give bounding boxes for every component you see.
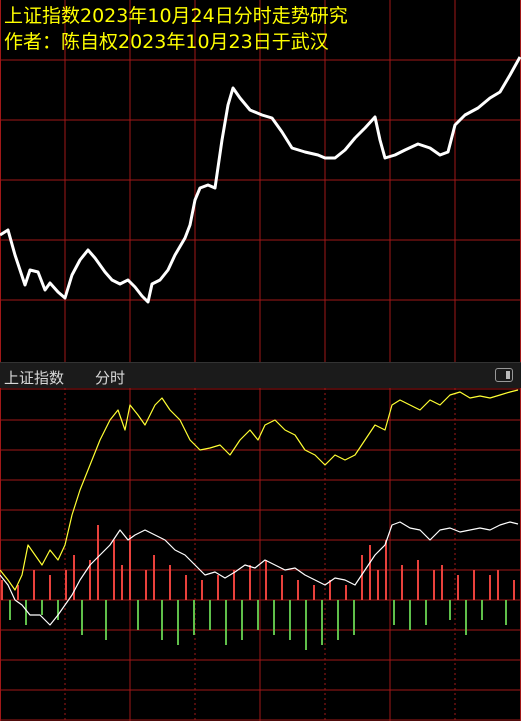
down-bar	[9, 600, 11, 620]
up-bar	[385, 540, 387, 600]
up-bar	[377, 570, 379, 600]
up-bar	[433, 570, 435, 600]
down-bar	[505, 600, 507, 625]
up-bar	[89, 560, 91, 600]
down-bar	[177, 600, 179, 645]
up-bar	[457, 575, 459, 600]
up-bar	[217, 575, 219, 600]
down-bar	[225, 600, 227, 645]
down-bar	[353, 600, 355, 635]
up-bar	[129, 535, 131, 600]
up-bar	[1, 580, 3, 600]
up-bar	[233, 570, 235, 600]
up-bar	[49, 575, 51, 600]
down-bar	[321, 600, 323, 645]
down-bar	[273, 600, 275, 635]
down-bar	[105, 600, 107, 640]
up-bar	[73, 555, 75, 600]
mode-tab[interactable]: 分时	[95, 369, 126, 387]
down-bar	[305, 600, 307, 650]
price-line	[0, 56, 521, 304]
up-bar	[369, 545, 371, 600]
up-bar	[113, 540, 115, 600]
lower-chart	[0, 388, 521, 721]
up-bar	[297, 580, 299, 600]
down-bar	[425, 600, 427, 625]
up-bar	[121, 565, 123, 600]
down-bar	[137, 600, 139, 630]
down-bar	[193, 600, 195, 635]
toggle-icon[interactable]	[495, 368, 513, 382]
up-bar	[97, 525, 99, 600]
up-bar	[33, 570, 35, 600]
up-bar	[473, 570, 475, 600]
down-bar	[57, 600, 59, 620]
up-bar	[345, 585, 347, 600]
down-bar	[161, 600, 163, 640]
index-name: 上证指数	[4, 369, 65, 387]
up-bar	[313, 585, 315, 600]
up-bar	[145, 570, 147, 600]
price-line	[0, 389, 519, 591]
down-bar	[209, 600, 211, 630]
chart-subtitle: 作者：陈自权2023年10月23日于武汉	[4, 31, 329, 53]
up-bar	[65, 570, 67, 600]
down-bar	[449, 600, 451, 620]
price-line	[0, 521, 519, 626]
down-bar	[409, 600, 411, 630]
down-bar	[465, 600, 467, 635]
down-bar	[337, 600, 339, 640]
down-bar	[41, 600, 43, 615]
up-bar	[361, 555, 363, 600]
up-bar	[201, 580, 203, 600]
up-bar	[169, 565, 171, 600]
up-bar	[249, 565, 251, 600]
upper-chart: 上证指数2023年10月24日分时走势研究作者：陈自权2023年10月23日于武…	[0, 0, 521, 362]
up-bar	[513, 580, 515, 600]
up-bar	[153, 555, 155, 600]
up-bar	[281, 575, 283, 600]
up-bar	[441, 565, 443, 600]
chart-title: 上证指数2023年10月24日分时走势研究	[4, 5, 348, 27]
up-bar	[497, 570, 499, 600]
down-bar	[289, 600, 291, 640]
up-bar	[185, 575, 187, 600]
down-bar	[257, 600, 259, 630]
down-bar	[241, 600, 243, 640]
up-bar	[401, 565, 403, 600]
panel-header: 上证指数 分时	[0, 362, 521, 388]
down-bar	[481, 600, 483, 620]
down-bar	[81, 600, 83, 635]
up-bar	[17, 585, 19, 600]
down-bar	[393, 600, 395, 625]
up-bar	[329, 580, 331, 600]
up-bar	[265, 560, 267, 600]
up-bar	[489, 575, 491, 600]
down-bar	[25, 600, 27, 625]
up-bar	[417, 560, 419, 600]
